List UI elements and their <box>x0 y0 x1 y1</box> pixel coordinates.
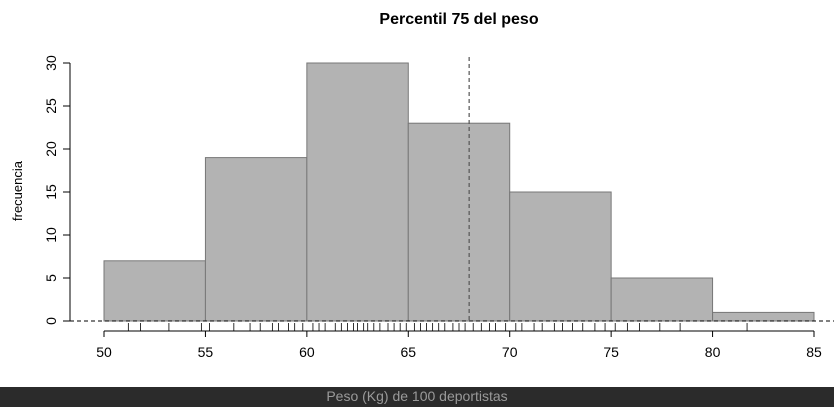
x-tick-label-5: 75 <box>603 344 619 360</box>
x-tick-label-0: 50 <box>96 344 112 360</box>
y-tick-label-6: 30 <box>43 55 59 71</box>
x-tick-label-1: 55 <box>198 344 214 360</box>
x-tick-label-2: 60 <box>299 344 315 360</box>
x-tick-label-6: 80 <box>705 344 721 360</box>
chart-title: Percentil 75 del peso <box>379 11 538 28</box>
x-tick-label-7: 85 <box>806 344 822 360</box>
y-tick-label-4: 20 <box>43 141 59 157</box>
rug-marks <box>127 323 748 331</box>
y-tick-label-2: 10 <box>43 227 59 243</box>
histogram-bar-0 <box>103 260 206 322</box>
histogram-bar-4 <box>509 191 612 322</box>
x-tick-label-3: 65 <box>400 344 416 360</box>
x-axis: 50 55 60 65 70 75 80 85 <box>96 330 822 360</box>
y-tick-label-5: 25 <box>43 98 59 114</box>
y-axis-label: frecuencia <box>10 160 25 221</box>
y-axis: 0 5 10 15 20 25 30 <box>43 55 71 325</box>
x-axis-label: Peso (Kg) de 100 deportistas <box>326 388 508 404</box>
histogram-bar-6 <box>712 311 815 322</box>
histogram-bars <box>103 62 815 322</box>
x-tick-label-4: 70 <box>502 344 518 360</box>
x-axis-label-band <box>0 387 834 407</box>
y-tick-label-3: 15 <box>43 184 59 200</box>
y-tick-label-1: 5 <box>43 274 59 282</box>
histogram-bar-3 <box>407 122 511 322</box>
histogram-bar-2 <box>306 62 409 322</box>
histogram-bar-1 <box>204 157 308 322</box>
histogram-bar-5 <box>610 277 714 322</box>
y-tick-label-0: 0 <box>43 317 59 325</box>
